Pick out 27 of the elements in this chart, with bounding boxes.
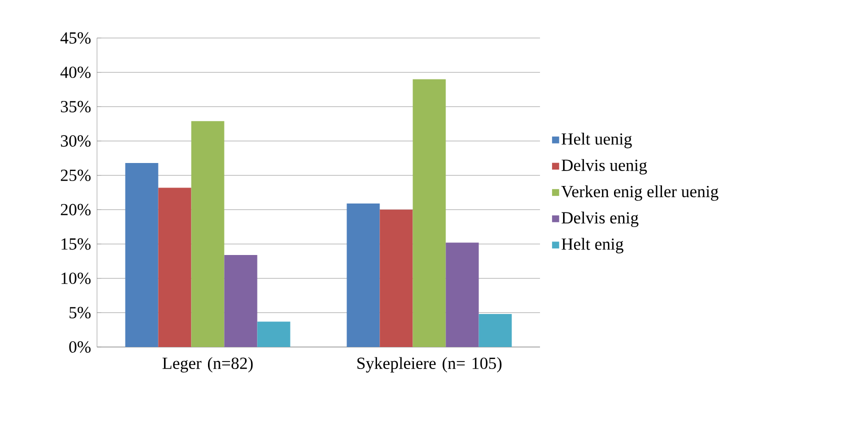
- legend-label: Helt enig: [562, 238, 624, 254]
- bar: [125, 162, 158, 347]
- bar: [478, 314, 512, 347]
- bar: [191, 121, 224, 347]
- bar: [380, 210, 413, 347]
- legend-label: Delvis enig: [562, 212, 638, 228]
- legend-label: Helt uenig: [562, 132, 632, 148]
- bar: [257, 322, 290, 347]
- y-tick-label: 20%: [60, 204, 91, 216]
- y-tick-label: 25%: [60, 170, 91, 182]
- y-tick-label: 45%: [60, 32, 91, 44]
- bar: [446, 242, 479, 347]
- bar: [412, 79, 446, 347]
- x-tick-label: Leger (n=82): [162, 357, 253, 373]
- y-tick-label: 35%: [60, 100, 91, 112]
- bar: [158, 188, 192, 347]
- legend-label: Verken enig eller uenig: [561, 185, 718, 201]
- bar: [224, 254, 258, 347]
- y-tick-label: 5%: [70, 306, 91, 318]
- y-tick-label: 30%: [60, 135, 91, 147]
- y-tick-label: 0%: [69, 341, 91, 353]
- y-tick-label: 10%: [62, 272, 91, 284]
- y-tick-label: 15%: [62, 238, 91, 250]
- bar: [346, 203, 380, 347]
- legend-label: Delvis uenig: [562, 159, 647, 174]
- y-tick-label: 40%: [60, 66, 91, 78]
- x-tick-label: Sykepleiere (n= 105): [357, 357, 502, 373]
